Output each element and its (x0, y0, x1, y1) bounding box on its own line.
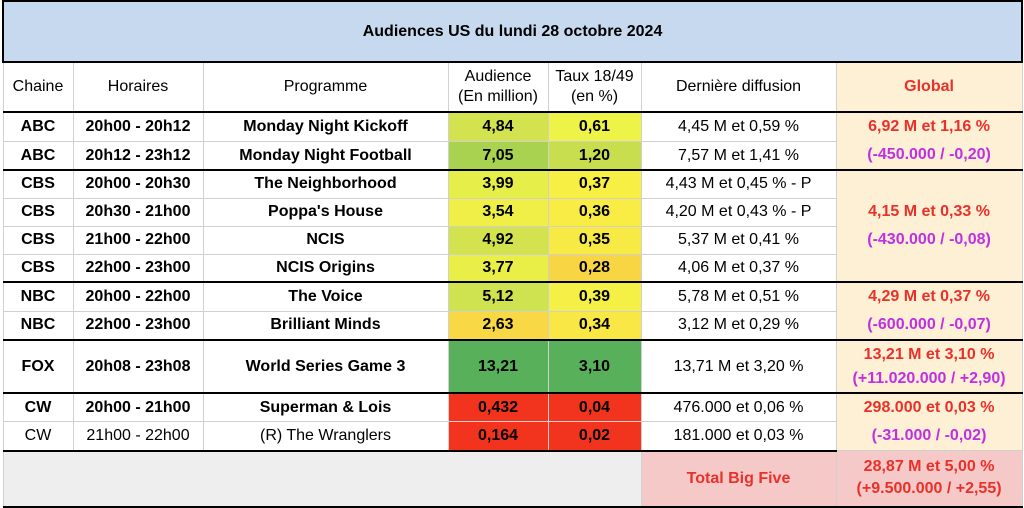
cell-audience: 13,21 (447, 339, 549, 394)
cell-chaine: CBS (2, 169, 74, 199)
page-title: Audiences US du lundi 28 octobre 2024 (1, 0, 1024, 63)
cell-audience: 2,63 (447, 310, 549, 341)
cell-taux: 0,37 (547, 169, 642, 199)
cell-derniere-diffusion: 7,57 M et 1,41 % (640, 141, 837, 171)
total-blank-area (2, 450, 642, 508)
cell-derniere-diffusion: 4,43 M et 0,45 % - P (640, 169, 837, 199)
table-row: ABC 20h12 - 23h12 Monday Night Football … (2, 141, 1022, 171)
table-row: FOX 20h08 - 23h08 World Series Game 3 13… (2, 339, 1023, 394)
global-cw: 298.000 et 0,03 % (-31.000 / -0,02) (835, 392, 1023, 451)
table-row: CBS 20h30 - 21h00 Poppa's House 3,54 0,3… (2, 197, 1022, 227)
table-row: CBS 20h00 - 20h30 The Neighborhood 3,99 … (2, 169, 1023, 283)
cell-programme: The Voice (202, 281, 449, 312)
cell-audience: 0,164 (447, 421, 549, 452)
cell-chaine: CW (2, 392, 74, 423)
global-nbc: 4,29 M et 0,37 % (-600.000 / -0,07) (835, 281, 1023, 341)
cell-taux: 0,36 (547, 197, 642, 227)
cell-audience: 5,12 (447, 281, 549, 312)
header-audience: Audience (En million) (447, 61, 549, 113)
cell-horaires: 22h00 - 23h00 (72, 253, 204, 283)
cell-horaires: 20h00 - 21h00 (72, 392, 204, 423)
cell-audience: 3,99 (447, 169, 549, 199)
cell-horaires: 20h12 - 23h12 (72, 141, 204, 171)
cell-audience: 3,54 (447, 197, 549, 227)
table-row: CW 21h00 - 22h00 (R) The Wranglers 0,164… (2, 421, 1022, 452)
global-fox: 13,21 M et 3,10 % (+11.020.000 / +2,90) (835, 339, 1023, 394)
cell-audience: 0,432 (447, 392, 549, 423)
cell-horaires: 20h00 - 22h00 (72, 281, 204, 312)
cell-programme: Brilliant Minds (202, 310, 449, 341)
cell-taux: 0,04 (547, 392, 642, 423)
cell-chaine: ABC (2, 141, 74, 171)
cell-taux: 0,28 (547, 253, 642, 283)
cell-horaires: 20h08 - 23h08 (72, 339, 204, 394)
header-programme: Programme (202, 61, 449, 113)
cell-audience: 7,05 (447, 141, 549, 171)
cell-taux: 0,34 (547, 310, 642, 341)
cell-programme: The Neighborhood (202, 169, 449, 199)
cell-programme: NCIS (202, 225, 449, 255)
cell-programme: (R) The Wranglers (202, 421, 449, 452)
cell-horaires: 20h00 - 20h12 (72, 111, 204, 142)
global-abc: 6,92 M et 1,16 % (-450.000 / -0,20) (835, 111, 1023, 171)
cell-taux: 3,10 (547, 339, 642, 394)
total-row: Total Big Five 28,87 M et 5,00 % (+9.500.… (2, 450, 1023, 508)
cell-chaine: FOX (2, 339, 74, 394)
table-row: CBS 21h00 - 22h00 NCIS 4,92 0,35 5,37 M … (2, 225, 1022, 255)
cell-horaires: 20h00 - 20h30 (72, 169, 204, 199)
cell-chaine: CBS (2, 253, 74, 283)
table-row: ABC 20h00 - 20h12 Monday Night Kickoff 4… (2, 111, 1023, 171)
header-chaine: Chaine (2, 61, 74, 113)
cell-programme: NCIS Origins (202, 253, 449, 283)
cell-derniere-diffusion: 5,37 M et 0,41 % (640, 225, 837, 255)
cell-chaine: CBS (2, 197, 74, 227)
cell-derniere-diffusion: 476.000 et 0,06 % (640, 392, 837, 423)
cell-derniere-diffusion: 4,20 M et 0,43 % - P (640, 197, 837, 227)
cell-chaine: CW (2, 421, 74, 452)
cell-horaires: 21h00 - 22h00 (72, 421, 204, 452)
cell-derniere-diffusion: 181.000 et 0,03 % (640, 421, 837, 452)
cell-derniere-diffusion: 13,71 M et 3,20 % (640, 339, 837, 394)
table-row: CBS 22h00 - 23h00 NCIS Origins 3,77 0,28… (2, 253, 1022, 283)
cell-taux: 0,02 (547, 421, 642, 452)
cell-programme: Superman & Lois (202, 392, 449, 423)
cell-programme: Monday Night Kickoff (202, 111, 449, 142)
cell-horaires: 20h30 - 21h00 (72, 197, 204, 227)
cell-taux: 0,35 (547, 225, 642, 255)
header-taux: Taux 18/49 (en %) (547, 61, 642, 113)
cell-taux: 0,61 (547, 111, 642, 142)
cell-programme: Monday Night Football (202, 141, 449, 171)
header-derniere-diffusion: Dernière diffusion (640, 61, 837, 113)
cell-chaine: ABC (2, 111, 74, 142)
cell-derniere-diffusion: 3,12 M et 0,29 % (640, 310, 837, 341)
cell-audience: 3,77 (447, 253, 549, 283)
cell-audience: 4,92 (447, 225, 549, 255)
cell-taux: 0,39 (547, 281, 642, 312)
cell-chaine: NBC (2, 281, 74, 312)
cell-chaine: CBS (2, 225, 74, 255)
header-global: Global (835, 61, 1023, 113)
cell-chaine: NBC (2, 310, 74, 341)
cell-derniere-diffusion: 4,45 M et 0,59 % (640, 111, 837, 142)
table-row: CW 20h00 - 21h00 Superman & Lois 0,432 0… (2, 392, 1023, 451)
cell-programme: Poppa's House (202, 197, 449, 227)
global-cbs: 4,15 M et 0,33 % (-430.000 / -0,08) (835, 169, 1023, 283)
cell-audience: 4,84 (447, 111, 549, 142)
cell-horaires: 21h00 - 22h00 (72, 225, 204, 255)
cell-taux: 1,20 (547, 141, 642, 171)
table-row: NBC 20h00 - 22h00 The Voice 5,12 0,39 5,… (2, 281, 1023, 341)
total-label: Total Big Five (640, 450, 837, 508)
header-horaires: Horaires (72, 61, 204, 113)
cell-horaires: 22h00 - 23h00 (72, 310, 204, 341)
cell-derniere-diffusion: 4,06 M et 0,37 % (640, 253, 837, 283)
cell-programme: World Series Game 3 (202, 339, 449, 394)
total-value: 28,87 M et 5,00 % (+9.500.000 / +2,55) (835, 450, 1023, 508)
cell-derniere-diffusion: 5,78 M et 0,51 % (640, 281, 837, 312)
